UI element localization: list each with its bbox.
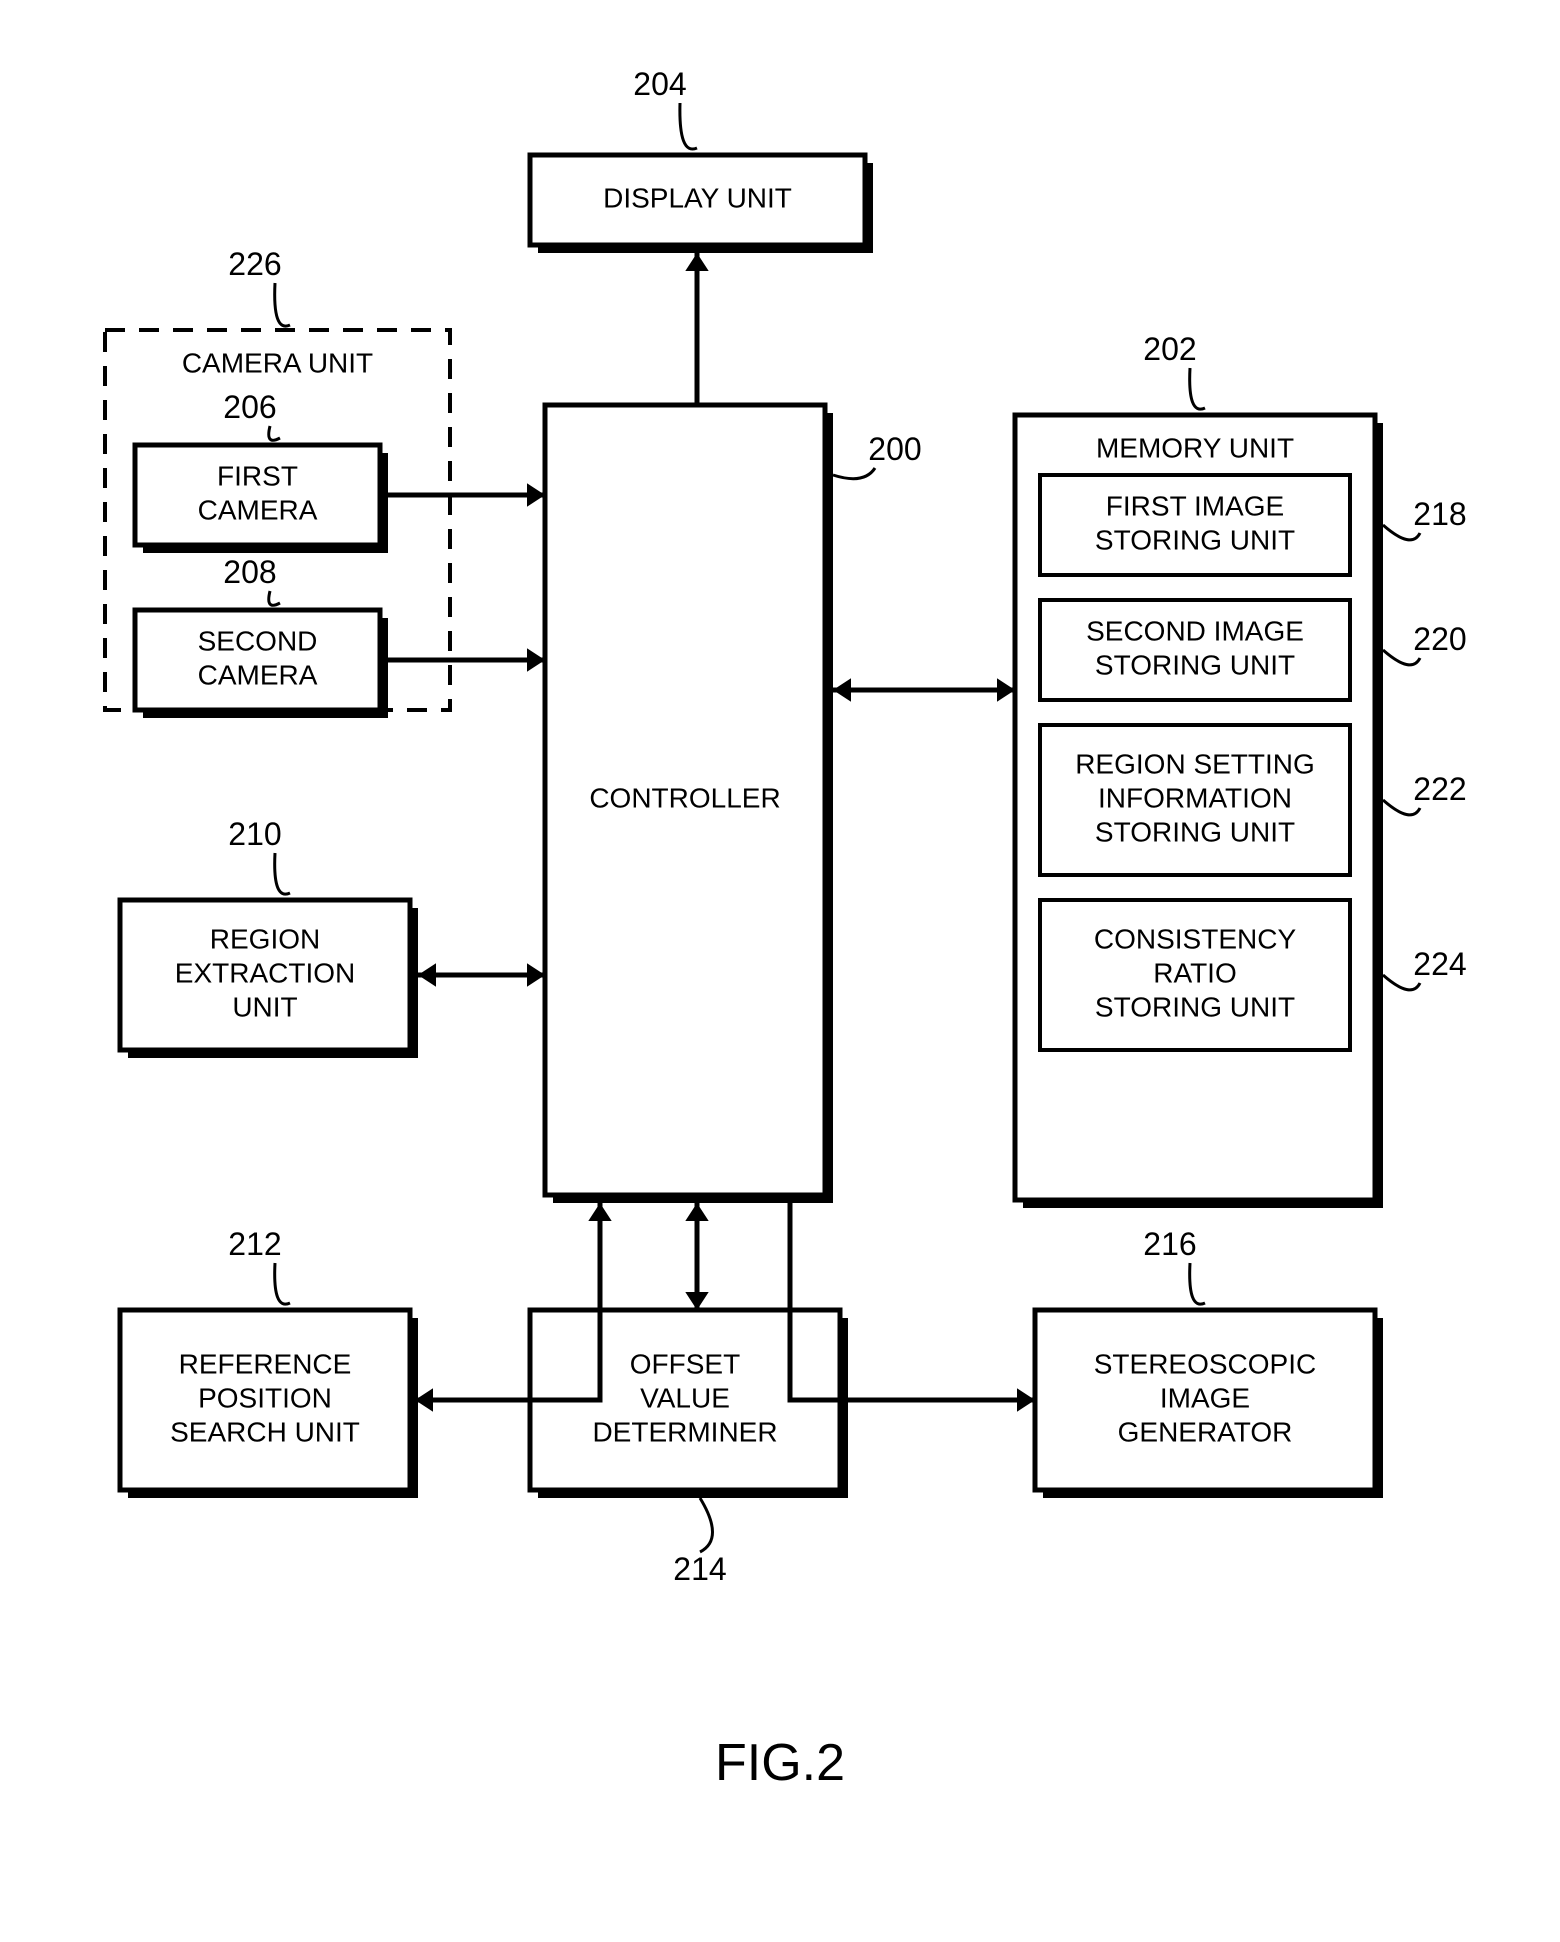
svg-text:SECOND: SECOND — [198, 625, 318, 656]
second_img-ref: 220 — [1413, 621, 1466, 657]
region_ext-leader — [275, 853, 290, 894]
svg-text:GENERATOR: GENERATOR — [1118, 1416, 1293, 1447]
figure-label: FIG.2 — [715, 1734, 845, 1792]
svg-text:STEREOSCOPIC: STEREOSCOPIC — [1094, 1348, 1316, 1379]
svg-text:MEMORY UNIT: MEMORY UNIT — [1096, 432, 1294, 463]
svg-text:IMAGE: IMAGE — [1160, 1382, 1250, 1413]
svg-text:DETERMINER: DETERMINER — [592, 1416, 777, 1447]
controller-ref: 200 — [868, 431, 921, 467]
controller-box: CONTROLLER — [545, 405, 833, 1203]
memory_unit-leader — [1190, 368, 1205, 409]
svg-text:CONTROLLER: CONTROLLER — [589, 782, 780, 813]
svg-text:SEARCH UNIT: SEARCH UNIT — [170, 1416, 360, 1447]
camera_unit-leader — [275, 283, 290, 326]
svg-text:CAMERA UNIT: CAMERA UNIT — [182, 347, 373, 378]
first_img-box: FIRST IMAGESTORING UNIT — [1040, 475, 1350, 575]
second_camera-box: SECONDCAMERA — [135, 610, 388, 718]
svg-text:DISPLAY UNIT: DISPLAY UNIT — [603, 182, 792, 213]
svg-text:CAMERA: CAMERA — [198, 659, 318, 690]
svg-text:UNIT: UNIT — [232, 991, 297, 1022]
memory_unit-ref: 202 — [1143, 331, 1196, 367]
svg-text:FIRST: FIRST — [217, 460, 298, 491]
first_camera-leader — [269, 426, 280, 440]
stereo-ref: 216 — [1143, 1226, 1196, 1262]
second_camera-leader — [269, 591, 280, 605]
svg-text:FIRST IMAGE: FIRST IMAGE — [1106, 490, 1284, 521]
svg-text:STORING UNIT: STORING UNIT — [1095, 816, 1295, 847]
stereo-leader — [1190, 1263, 1205, 1304]
second_img-box: SECOND IMAGESTORING UNIT — [1040, 600, 1350, 700]
svg-text:VALUE: VALUE — [640, 1382, 730, 1413]
first_camera-ref: 206 — [223, 389, 276, 425]
offset-box: OFFSETVALUEDETERMINER — [530, 1310, 848, 1498]
svg-text:STORING UNIT: STORING UNIT — [1095, 649, 1295, 680]
block-diagram: CAMERA UNITMEMORY UNITDISPLAY UNITFIRSTC… — [0, 0, 1560, 1942]
svg-text:STORING UNIT: STORING UNIT — [1095, 524, 1295, 555]
display-ref: 204 — [633, 66, 686, 102]
region_ext-box: REGIONEXTRACTIONUNIT — [120, 900, 418, 1058]
ref_pos-box: REFERENCEPOSITIONSEARCH UNIT — [120, 1310, 418, 1498]
offset-leader — [700, 1498, 713, 1552]
svg-text:REFERENCE: REFERENCE — [179, 1348, 352, 1379]
svg-text:SECOND IMAGE: SECOND IMAGE — [1086, 615, 1304, 646]
svg-text:CONSISTENCY: CONSISTENCY — [1094, 923, 1297, 954]
first_camera-box: FIRSTCAMERA — [135, 445, 388, 553]
display-box: DISPLAY UNIT — [530, 155, 873, 253]
svg-text:REGION: REGION — [210, 923, 320, 954]
camera_unit-ref: 226 — [228, 246, 281, 282]
region_ext-ref: 210 — [228, 816, 281, 852]
svg-text:REGION SETTING: REGION SETTING — [1075, 748, 1315, 779]
svg-text:EXTRACTION: EXTRACTION — [175, 957, 355, 988]
stereo-box: STEREOSCOPICIMAGEGENERATOR — [1035, 1310, 1383, 1498]
svg-text:CAMERA: CAMERA — [198, 494, 318, 525]
region_info-ref: 222 — [1413, 771, 1466, 807]
svg-text:STORING UNIT: STORING UNIT — [1095, 991, 1295, 1022]
controller-leader — [833, 468, 875, 479]
display-leader — [680, 103, 697, 149]
region_info-box: REGION SETTINGINFORMATIONSTORING UNIT — [1040, 725, 1350, 875]
first_img-ref: 218 — [1413, 496, 1466, 532]
ref_pos-leader — [275, 1263, 290, 1304]
svg-text:POSITION: POSITION — [198, 1382, 332, 1413]
svg-text:RATIO: RATIO — [1153, 957, 1236, 988]
consistency-box: CONSISTENCYRATIOSTORING UNIT — [1040, 900, 1350, 1050]
svg-text:INFORMATION: INFORMATION — [1098, 782, 1292, 813]
consistency-ref: 224 — [1413, 946, 1466, 982]
ref_pos-ref: 212 — [228, 1226, 281, 1262]
offset-ref: 214 — [673, 1551, 726, 1587]
svg-text:OFFSET: OFFSET — [630, 1348, 740, 1379]
second_camera-ref: 208 — [223, 554, 276, 590]
